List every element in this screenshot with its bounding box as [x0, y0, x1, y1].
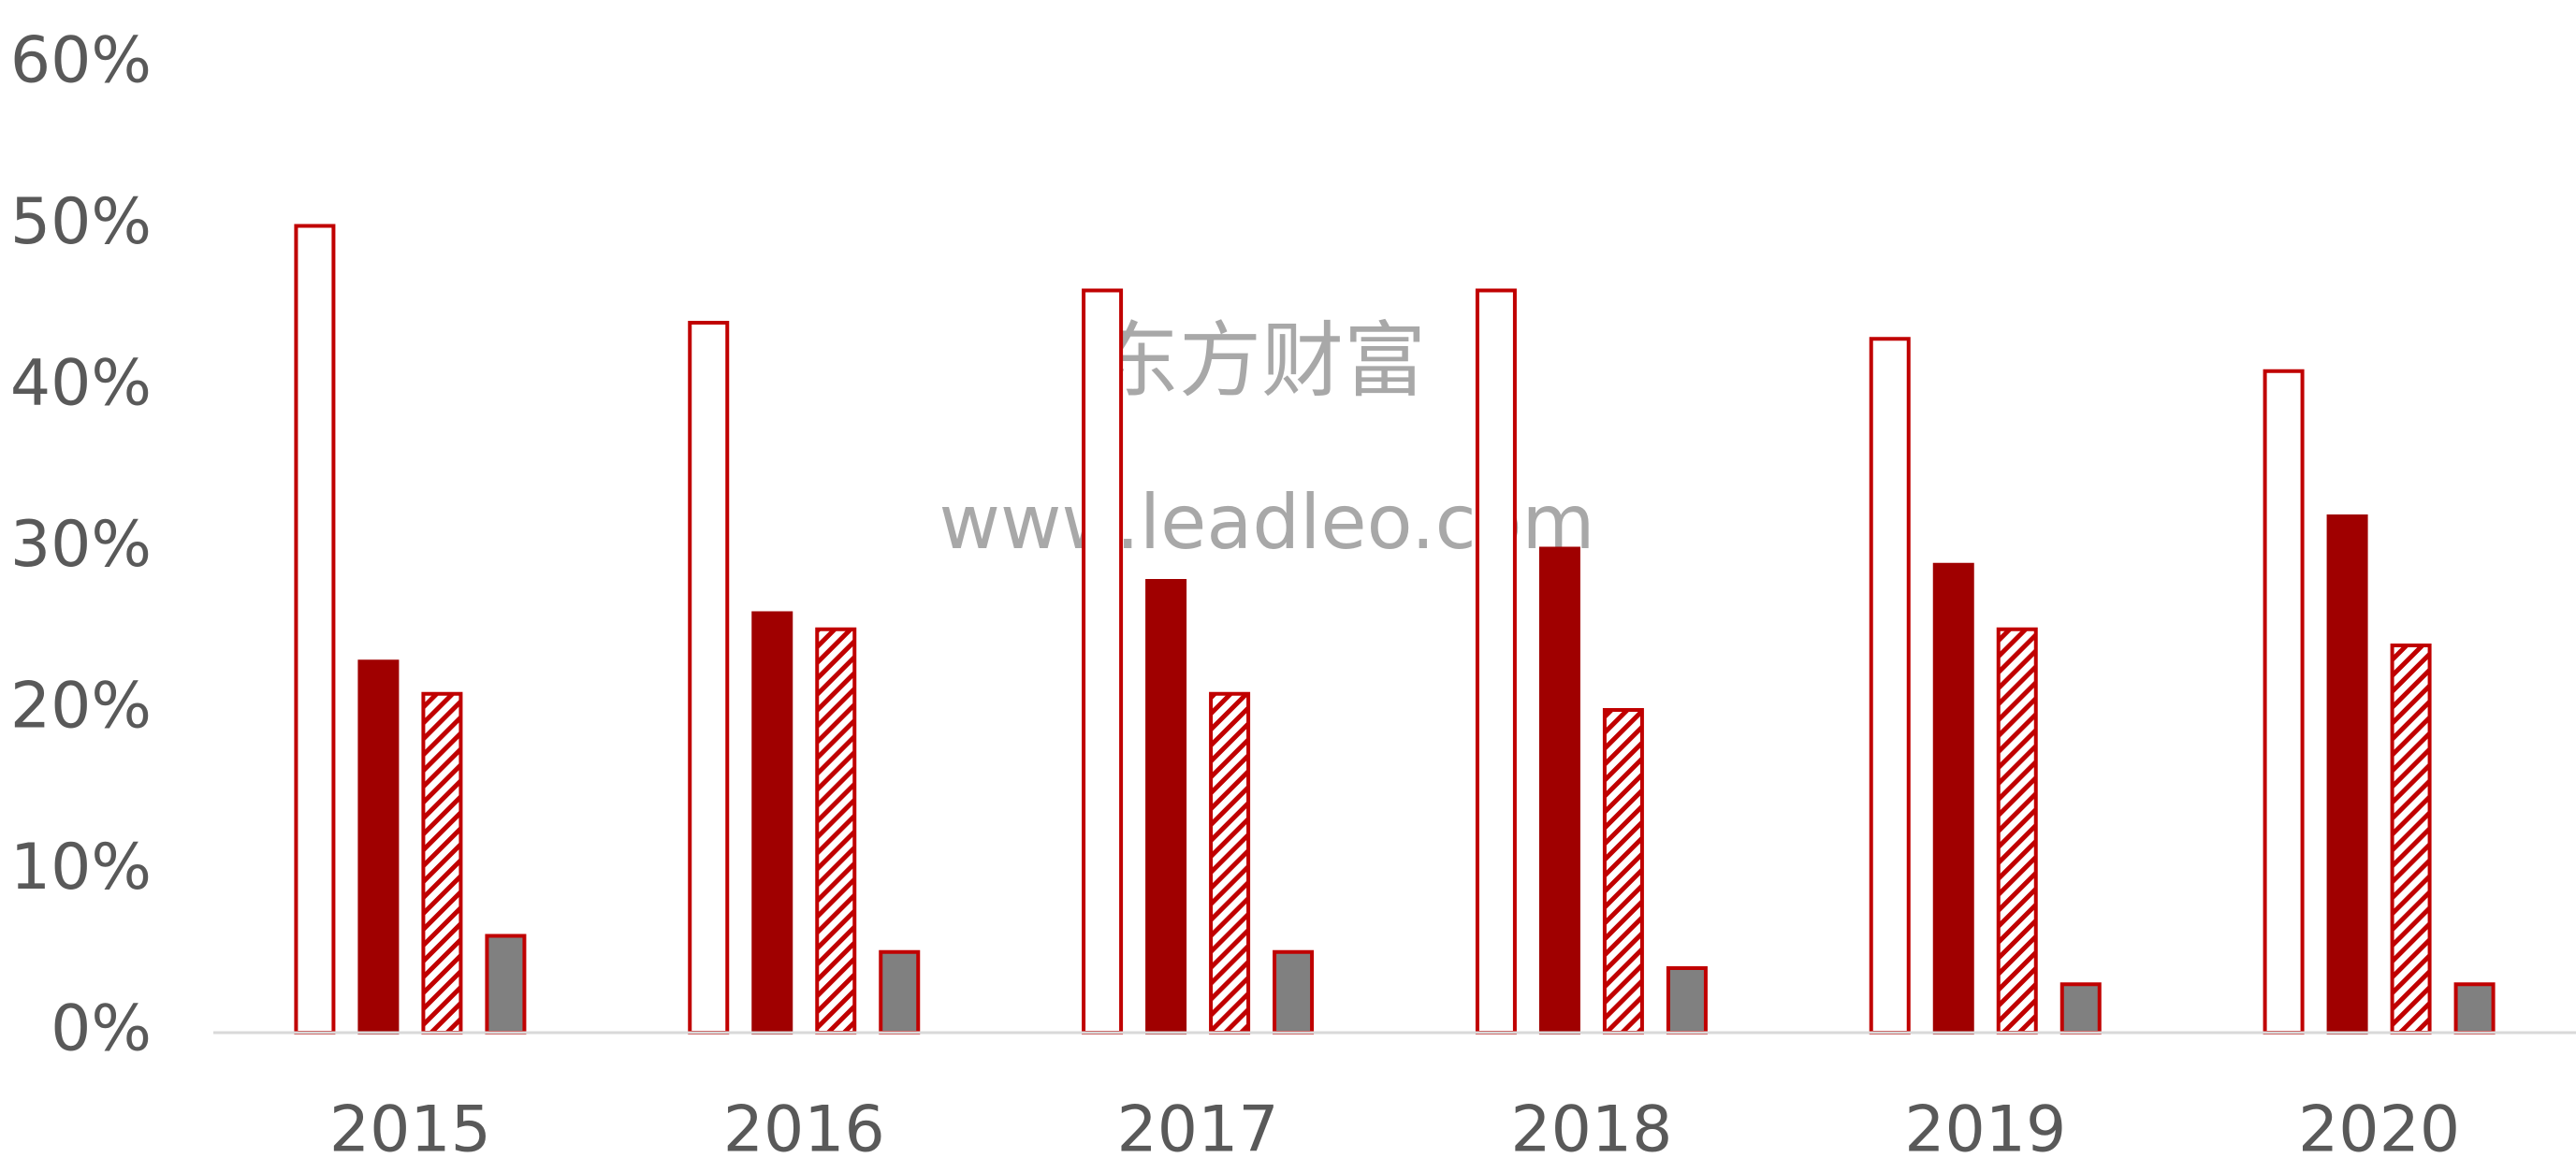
bar	[751, 611, 793, 1035]
y-tick-label: 0%	[51, 992, 152, 1066]
bar	[2453, 982, 2496, 1035]
bar	[879, 949, 921, 1035]
bar	[815, 627, 857, 1035]
bar	[2263, 369, 2305, 1035]
bar	[485, 934, 527, 1035]
watermark: 东方财富	[1097, 312, 1426, 409]
bar	[1869, 337, 1911, 1035]
x-tick-label: 2019	[1904, 1093, 2066, 1158]
x-tick-label: 2016	[723, 1093, 885, 1158]
y-tick-label: 30%	[10, 508, 152, 582]
bar	[1666, 966, 1708, 1035]
bar	[2390, 644, 2432, 1035]
y-tick-label: 10%	[10, 831, 152, 905]
bar	[357, 659, 400, 1035]
x-tick-label: 2017	[1117, 1093, 1279, 1158]
bar	[1145, 579, 1187, 1035]
y-tick-label: 40%	[10, 347, 152, 421]
bar	[1082, 288, 1124, 1035]
bar	[2059, 982, 2102, 1035]
y-tick-label: 60%	[10, 24, 152, 98]
bar	[1602, 708, 1644, 1035]
bar	[1932, 562, 1974, 1035]
bar	[421, 691, 463, 1035]
bar	[1273, 949, 1315, 1035]
y-tick-label: 50%	[10, 185, 152, 259]
bar	[688, 321, 730, 1035]
y-tick-label: 20%	[10, 670, 152, 744]
bar	[1996, 627, 2038, 1035]
bar	[294, 224, 336, 1035]
x-tick-label: 2015	[329, 1093, 491, 1158]
bar	[1538, 546, 1580, 1035]
bar	[2326, 514, 2368, 1035]
x-tick-label: 2018	[1510, 1093, 1672, 1158]
bar	[1209, 691, 1251, 1035]
bar	[1475, 288, 1517, 1035]
x-tick-label: 2020	[2298, 1093, 2460, 1158]
